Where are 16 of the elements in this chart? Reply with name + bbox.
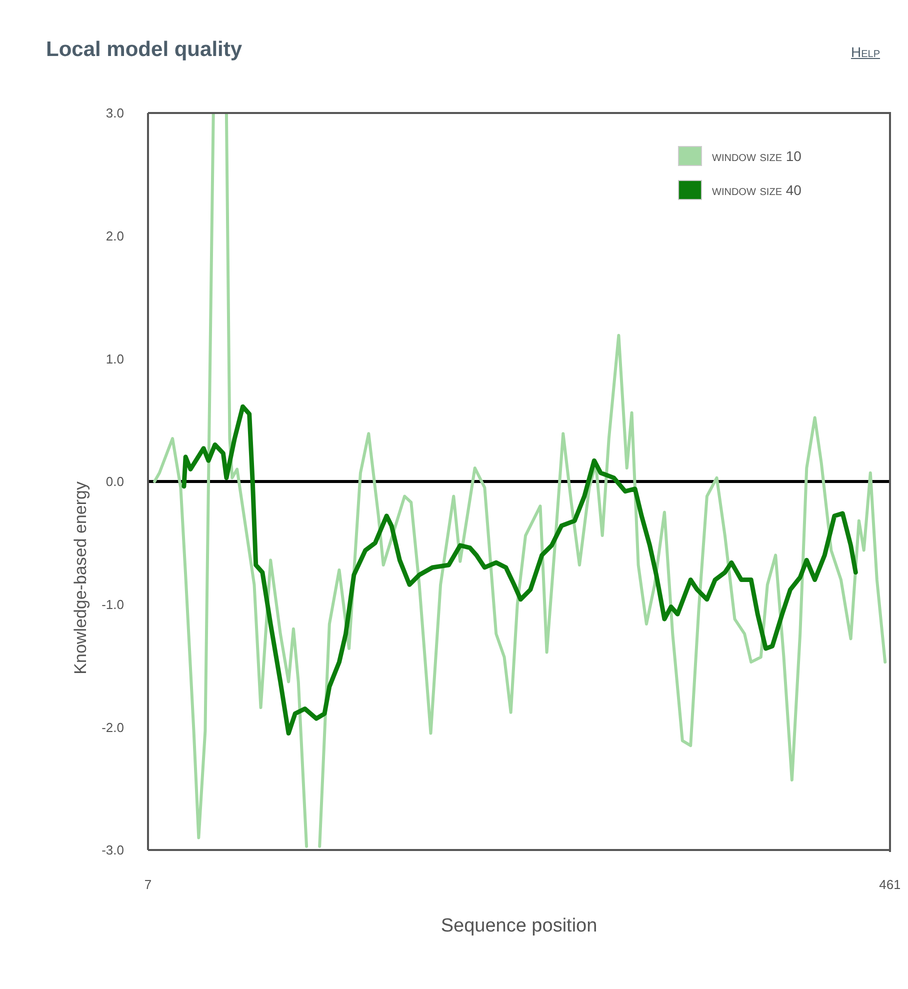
y-axis-title: Knowledge-based energy [71,481,90,674]
y-tick-label: 2.0 [106,228,124,244]
line-series [182,404,858,736]
y-tick-label: -1.0 [102,596,124,612]
y-tick-label: 1.0 [106,351,124,366]
x-tick-label: 461 [879,877,901,892]
legend-label: window size 10 [712,148,802,164]
legend-label: window size 40 [712,182,802,198]
y-tick-label: -3.0 [102,842,124,858]
y-tick-label: 0.0 [106,474,124,490]
x-tick-label: 7 [144,877,152,892]
x-axis-title: Sequence position [440,915,598,936]
y-tick-label: -2.0 [102,720,124,735]
text: Help [850,44,880,60]
y-tick-label: 3.0 [106,106,124,121]
chart-title: Local model quality [46,38,242,62]
